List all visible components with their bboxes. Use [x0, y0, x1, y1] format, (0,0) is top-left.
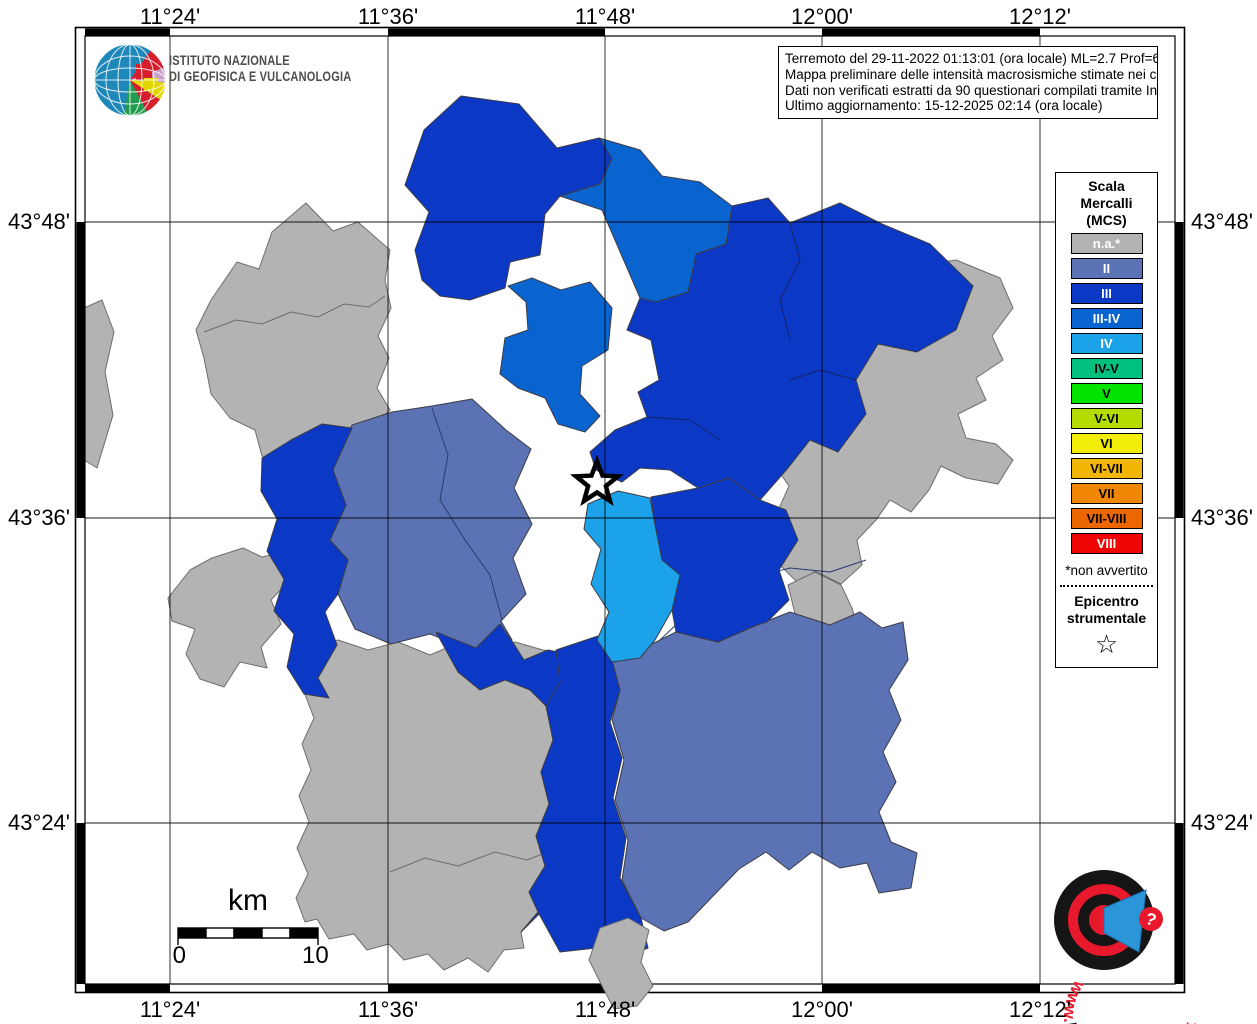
info-line-updated: Ultimo aggiornamento: 15-12-2025 02:14 (…: [785, 98, 1103, 114]
legend-item-II: II: [1070, 258, 1143, 279]
region-border: [789, 369, 857, 381]
ingv-org-name: ISTITUTO NAZIONALE DI GEOFISICA E VULCAN…: [169, 53, 351, 85]
site-logo-tld: .it: [1178, 1021, 1200, 1024]
lon-label-top-0: 11°24': [139, 4, 201, 29]
region-iii-west-band: [260, 423, 353, 699]
info-line-data-source: Dati non verificati estratti da 90 quest…: [785, 82, 1158, 98]
region-border: [203, 295, 386, 333]
lat-label-right-2: 43°24': [1191, 810, 1253, 835]
legend-item-VIII: VIII: [1070, 533, 1143, 554]
intensity-legend: Scala Mercalli (MCS) n.a.* II III III-IV IV I…: [1055, 172, 1158, 668]
logo-question-badge: [1139, 907, 1163, 931]
lon-label-top-4: 12°12': [1009, 4, 1071, 29]
lat-label-left-2: 43°24': [8, 810, 70, 835]
region-na-bottom-overlap: [588, 917, 654, 1010]
legend-epicenter-star-icon: ☆: [1094, 629, 1119, 659]
legend-epicenter-line1: Epicentro: [1074, 593, 1139, 609]
frame-band-segments: [76, 28, 1184, 992]
municipality-regions: [83, 95, 1014, 973]
legend-item-III: III: [1070, 283, 1143, 304]
legend-footnote: *non avvertito: [1065, 563, 1148, 578]
region-ii-west-center: [329, 398, 533, 651]
lat-label-right-1: 43°36': [1191, 505, 1253, 530]
scale-bar: [177, 927, 319, 945]
scale-bar-end: 10: [301, 942, 329, 969]
info-line-map-type: Mappa preliminare delle intensità macros…: [785, 66, 1158, 82]
region-na-west-mid: [167, 547, 290, 688]
region-iv-center: [583, 490, 681, 663]
legend-item-III-IV: III-IV: [1070, 308, 1143, 329]
lon-label-top-2: 11°48': [574, 4, 636, 29]
region-iii-iv-north-band: [559, 137, 733, 303]
lon-label-top-1: 11°36': [357, 4, 419, 29]
logo-speaker-cone: [1103, 889, 1147, 953]
epicenter-star: [569, 454, 625, 507]
ingv-org-line1: ISTITUTO NAZIONALE: [169, 53, 290, 68]
region-border: [779, 222, 801, 341]
lon-label-bottom-0: 11°24': [139, 997, 201, 1022]
region-border: [389, 847, 559, 873]
legend-item-V-VI: V-VI: [1070, 408, 1143, 429]
lon-label-top-3: 12°00': [791, 4, 853, 29]
lat-label-left-0: 43°48': [8, 209, 70, 234]
legend-title-line3: (MCS): [1086, 212, 1127, 228]
region-na-west-blob: [83, 299, 115, 469]
lat-label-left-1: 43°36': [8, 505, 70, 530]
ingv-globe-logo: [93, 43, 167, 117]
region-ii-south-big: [611, 611, 918, 932]
legend-item-VI-VII: VI-VII: [1070, 458, 1143, 479]
graticule: [85, 36, 1175, 984]
scale-bar-unit: km: [228, 884, 268, 917]
legend-divider: [1060, 585, 1153, 587]
legend-item-IV: IV: [1070, 333, 1143, 354]
legend-item-VII: VII: [1070, 483, 1143, 504]
lat-label-right-0: 43°48': [1191, 209, 1253, 234]
legend-epicenter-line2: strumentale: [1066, 610, 1147, 626]
earthquake-info-box: Terremoto del 29-11-2022 01:13:01 (ora l…: [778, 46, 1158, 120]
legend-item-VI: VI: [1070, 433, 1143, 454]
region-na-south-big: [295, 639, 561, 973]
map-frame: [74, 26, 1186, 994]
legend-item-na: n.a.*: [1070, 233, 1143, 254]
info-line-event: Terremoto del 29-11-2022 01:13:01 (ora l…: [785, 51, 1158, 66]
lon-label-bottom-1: 11°36': [357, 997, 419, 1022]
region-iii-north: [404, 95, 613, 301]
lon-label-bottom-3: 12°00': [791, 997, 853, 1022]
region-border: [431, 407, 503, 621]
legend-item-VII-VIII: VII-VIII: [1070, 508, 1143, 529]
region-iii-iv-center: [499, 277, 613, 433]
legend-title-line2: Mercalli: [1080, 195, 1133, 211]
ingv-org-line2: DI GEOFISICA E VULCANOLOGIA: [169, 69, 352, 84]
legend-item-V: V: [1070, 383, 1143, 404]
site-logo: ? www.haisentitoilterremoto.it: [1054, 870, 1200, 1024]
lon-label-bottom-2: 11°48': [574, 997, 636, 1022]
region-border: [646, 416, 721, 441]
region-iii-south-band: [520, 635, 649, 959]
lon-label-bottom-4: 12°12': [1009, 997, 1071, 1022]
globe-graticule: [93, 43, 167, 117]
scale-bar-start: 0: [172, 942, 187, 969]
legend-items: n.a.* II III III-IV IV IV-V V V-VI VI VI-VII VII VI…: [1056, 233, 1157, 554]
legend-title-line1: Scala: [1088, 178, 1125, 194]
legend-item-IV-V: IV-V: [1070, 358, 1143, 379]
